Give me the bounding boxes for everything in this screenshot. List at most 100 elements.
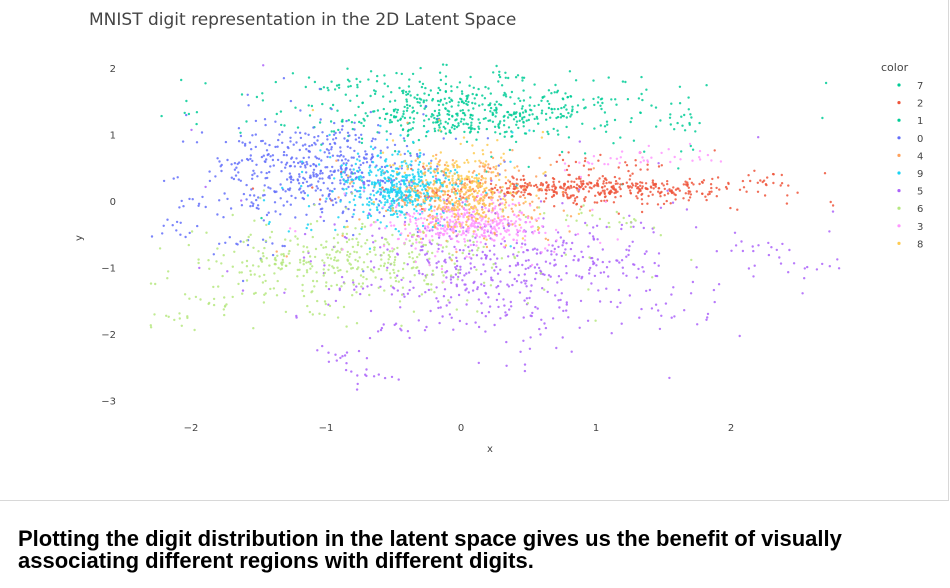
data-point-7 [382,107,385,111]
data-point-7 [456,86,459,89]
data-point-2 [727,181,730,185]
legend-item-4[interactable]: 4 [897,151,923,162]
data-point-7 [615,103,618,106]
data-point-8 [434,193,437,196]
data-point-7 [678,85,682,89]
data-point-5 [343,235,347,239]
data-point-6 [302,263,305,266]
data-point-4 [358,218,361,221]
data-point-0 [269,165,272,168]
data-point-2 [493,186,497,189]
data-point-2 [636,191,640,194]
data-point-9 [376,208,379,212]
data-point-8 [440,181,444,185]
data-point-0 [185,113,188,117]
data-point-4 [535,175,538,178]
data-point-7 [522,120,525,124]
data-point-2 [666,182,669,186]
data-point-6 [423,279,426,282]
data-point-5 [469,267,473,270]
data-point-7 [405,109,409,112]
legend-item-1[interactable]: 1 [897,116,923,127]
data-point-4 [504,169,507,172]
data-point-4 [568,230,571,233]
data-point-7 [445,63,448,67]
data-point-0 [273,190,276,193]
data-point-5 [448,301,451,304]
data-point-8 [447,168,450,172]
data-point-6 [362,275,365,279]
data-point-0 [374,146,377,149]
data-point-6 [587,288,590,291]
data-point-2 [520,191,523,194]
data-point-0 [248,194,252,197]
data-point-6 [418,253,421,256]
data-point-8 [483,187,486,191]
data-point-0 [249,157,252,161]
data-point-5 [365,368,368,371]
legend-item-5[interactable]: 5 [897,187,923,198]
data-point-6 [457,271,460,274]
data-point-7 [354,114,357,117]
data-point-4 [438,159,442,162]
data-point-5 [484,242,487,246]
data-point-4 [502,159,506,162]
data-point-2 [579,186,582,189]
data-point-3 [457,209,460,212]
data-point-9 [346,178,350,182]
data-point-3 [370,223,373,226]
data-point-6 [366,253,369,256]
data-point-0 [365,157,368,160]
data-point-5 [637,267,640,271]
data-point-7 [689,144,692,148]
data-point-7 [599,124,602,127]
data-point-7 [459,97,462,101]
data-point-5 [477,298,481,301]
data-point-0 [321,172,324,175]
data-point-7 [408,90,411,93]
data-point-6 [346,254,349,257]
data-point-7 [395,111,399,114]
data-point-3 [450,215,454,218]
data-point-9 [427,183,431,186]
legend-item-0[interactable]: 0 [897,134,923,145]
legend-item-9[interactable]: 9 [897,169,923,180]
data-point-7 [507,76,510,80]
data-point-5 [334,353,337,356]
data-point-5 [632,225,635,228]
data-point-0 [381,180,385,183]
data-point-8 [464,186,468,189]
data-point-5 [659,206,663,209]
data-point-8 [463,178,466,181]
data-point-0 [408,184,411,187]
data-point-3 [490,211,493,214]
data-point-5 [738,334,741,338]
data-point-3 [424,207,427,211]
data-point-0 [371,137,375,140]
legend-item-3[interactable]: 3 [897,222,923,233]
data-point-6 [329,257,333,260]
data-point-5 [437,300,440,303]
data-point-4 [507,179,510,182]
data-point-7 [545,118,548,121]
data-point-7 [364,112,367,115]
data-point-5 [429,309,432,313]
data-point-5 [445,304,448,307]
data-point-8 [482,177,485,180]
data-point-7 [419,66,422,70]
data-point-2 [764,183,768,186]
legend-item-8[interactable]: 8 [897,239,923,250]
data-point-7 [614,98,617,101]
legend-item-7[interactable]: 7 [897,81,923,92]
data-point-0 [324,200,327,203]
data-point-0 [279,197,282,200]
legend-item-6[interactable]: 6 [897,204,923,215]
data-point-7 [261,92,264,95]
legend-item-2[interactable]: 2 [897,99,923,110]
data-point-7 [450,89,453,93]
data-point-8 [485,186,488,190]
data-point-2 [600,186,604,189]
data-point-5 [609,300,613,304]
